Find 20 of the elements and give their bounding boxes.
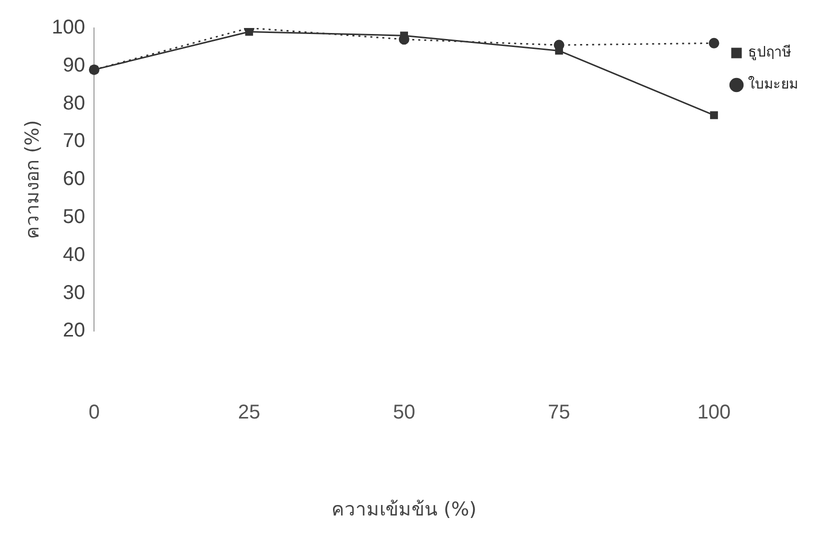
y-tick-label: 100 xyxy=(52,16,86,39)
y-tick-label: 80 xyxy=(62,92,86,114)
y-tick-label: 20 xyxy=(62,320,86,342)
x-tick-label: 100 xyxy=(697,402,731,424)
y-axis-title: ความงอก (%) xyxy=(21,120,44,240)
point xyxy=(708,38,720,48)
y-tick-label: 70 xyxy=(62,130,86,152)
y-tick-label: 40 xyxy=(62,244,86,266)
x-tick-label: 25 xyxy=(238,402,260,424)
point xyxy=(710,111,718,120)
x-tick-label: 0 xyxy=(88,402,100,424)
y-tick-label: 30 xyxy=(62,282,86,304)
legend-label: ใบมะยม xyxy=(748,76,798,93)
x-tick-label: 50 xyxy=(392,402,416,424)
x-tick-label: 75 xyxy=(548,402,570,424)
legend-label: ธูปฤาษี xyxy=(748,44,791,61)
y-tick-label: 60 xyxy=(62,168,86,190)
x-axis-title: ความเข้มข้น (%) xyxy=(332,498,477,521)
y-tick-label: 50 xyxy=(62,206,86,228)
y-tick-label: 90 xyxy=(62,54,86,76)
